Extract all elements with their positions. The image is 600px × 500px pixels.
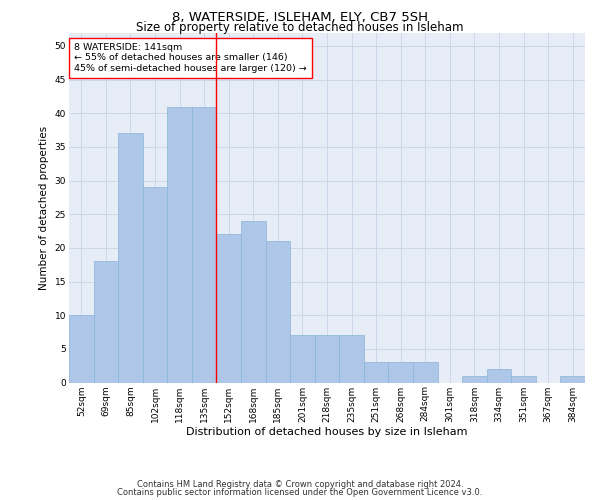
Bar — [487, 369, 511, 382]
Bar — [241, 221, 266, 382]
Bar — [167, 106, 192, 382]
Bar — [462, 376, 487, 382]
Text: 8, WATERSIDE, ISLEHAM, ELY, CB7 5SH: 8, WATERSIDE, ISLEHAM, ELY, CB7 5SH — [172, 11, 428, 24]
Bar — [69, 315, 94, 382]
Text: Contains HM Land Registry data © Crown copyright and database right 2024.: Contains HM Land Registry data © Crown c… — [137, 480, 463, 489]
Text: Size of property relative to detached houses in Isleham: Size of property relative to detached ho… — [136, 22, 464, 35]
Bar — [511, 376, 536, 382]
Bar — [315, 336, 339, 382]
Bar — [413, 362, 437, 382]
Bar — [217, 234, 241, 382]
Y-axis label: Number of detached properties: Number of detached properties — [39, 126, 49, 290]
Text: 8 WATERSIDE: 141sqm
← 55% of detached houses are smaller (146)
45% of semi-detac: 8 WATERSIDE: 141sqm ← 55% of detached ho… — [74, 43, 307, 73]
Bar — [364, 362, 388, 382]
Bar — [339, 336, 364, 382]
Bar — [388, 362, 413, 382]
Bar — [94, 262, 118, 382]
X-axis label: Distribution of detached houses by size in Isleham: Distribution of detached houses by size … — [186, 427, 468, 437]
Bar — [266, 241, 290, 382]
Bar — [143, 188, 167, 382]
Bar — [118, 134, 143, 382]
Text: Contains public sector information licensed under the Open Government Licence v3: Contains public sector information licen… — [118, 488, 482, 497]
Bar — [192, 106, 217, 382]
Bar — [290, 336, 315, 382]
Bar — [560, 376, 585, 382]
